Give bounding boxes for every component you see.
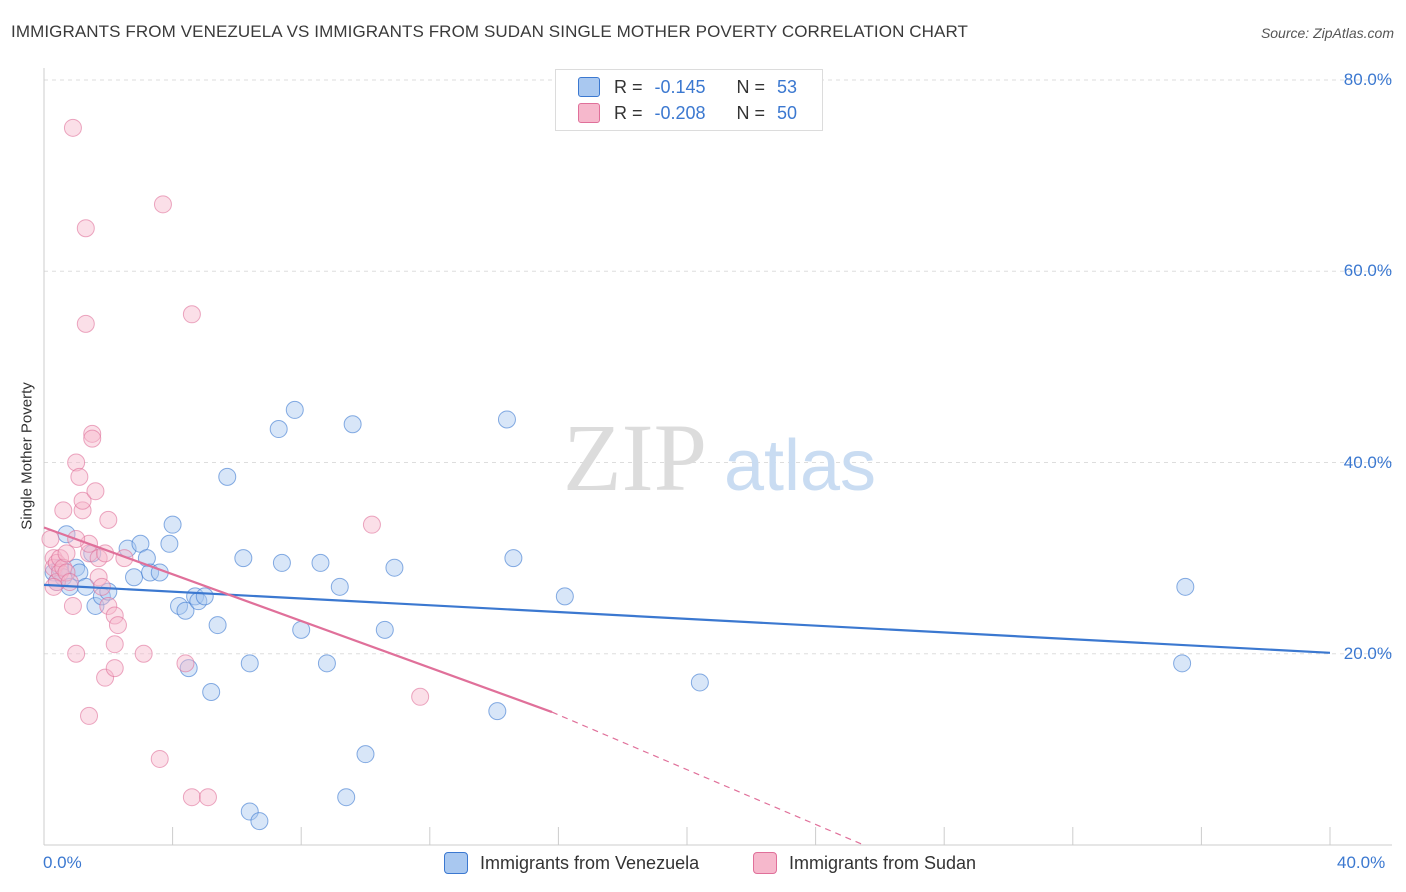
venezuela-point (556, 588, 573, 605)
sudan-point (64, 597, 81, 614)
venezuela-point (505, 550, 522, 567)
sudan-point (100, 511, 117, 528)
legend-row-sudan: R = -0.208 N = 50 (578, 102, 797, 124)
sudan-point (183, 789, 200, 806)
venezuela-point (331, 578, 348, 595)
venezuela-point (203, 684, 220, 701)
series-legend: Immigrants from Venezuela Immigrants fro… (0, 852, 1406, 876)
sudan-point (55, 502, 72, 519)
legend-label-venezuela: Immigrants from Venezuela (480, 853, 699, 874)
venezuela-point (251, 813, 268, 830)
legend-row-venezuela: R = -0.145 N = 53 (578, 76, 797, 98)
sudan-point (177, 655, 194, 672)
sudan-point (135, 645, 152, 662)
sudan-point (84, 430, 101, 447)
venezuela-point (286, 401, 303, 418)
pink-swatch (578, 103, 600, 123)
blue-swatch (444, 852, 468, 874)
n-label: N = (737, 77, 766, 98)
sudan-point (71, 468, 88, 485)
venezuela-point (196, 588, 213, 605)
venezuela-point (691, 674, 708, 691)
sudan-point (109, 617, 126, 634)
y-tick-label: 40.0% (1344, 453, 1392, 473)
venezuela-point (318, 655, 335, 672)
venezuela-point (241, 655, 258, 672)
scatter-plot: ZIP atlas (0, 0, 1406, 892)
venezuela-point (489, 703, 506, 720)
r-value: -0.145 (655, 77, 731, 98)
sudan-point (77, 315, 94, 332)
legend-label-sudan: Immigrants from Sudan (789, 853, 976, 874)
venezuela-point (357, 746, 374, 763)
sudan-point (183, 306, 200, 323)
venezuela-point (161, 535, 178, 552)
venezuela-point (1177, 578, 1194, 595)
sudan-point (106, 660, 123, 677)
sudan-point (363, 516, 380, 533)
venezuela-point (344, 416, 361, 433)
r-value: -0.208 (655, 103, 731, 124)
pink-swatch (753, 852, 777, 874)
sudan-point (106, 636, 123, 653)
venezuela-point (273, 554, 290, 571)
legend-item-venezuela: Immigrants from Venezuela (444, 852, 699, 874)
sudan-point (199, 789, 216, 806)
watermark-zip: ZIP (563, 404, 707, 511)
watermark-atlas: atlas (724, 426, 876, 506)
y-tick-label: 80.0% (1344, 70, 1392, 90)
sudan-point (64, 119, 81, 136)
r-label: R = (614, 77, 643, 98)
venezuela-point (270, 421, 287, 438)
blue-swatch (578, 77, 600, 97)
venezuela-point (209, 617, 226, 634)
venezuela-point (498, 411, 515, 428)
venezuela-point (386, 559, 403, 576)
sudan-point (412, 688, 429, 705)
venezuela-point (219, 468, 236, 485)
venezuela-point (235, 550, 252, 567)
legend-item-sudan: Immigrants from Sudan (753, 852, 976, 874)
sudan-point (77, 220, 94, 237)
venezuela-point (312, 554, 329, 571)
sudan-point (58, 545, 75, 562)
sudan-point (61, 574, 78, 591)
venezuela-point (376, 621, 393, 638)
sudan-trend-extension (552, 712, 864, 845)
sudan-point (87, 483, 104, 500)
venezuela-trend-line (44, 585, 1330, 653)
venezuela-point (338, 789, 355, 806)
n-value: 53 (777, 77, 797, 98)
sudan-point (68, 645, 85, 662)
axes (44, 68, 1392, 845)
r-label: R = (614, 103, 643, 124)
venezuela-point (126, 569, 143, 586)
sudan-point (81, 707, 98, 724)
n-value: 50 (777, 103, 797, 124)
venezuela-point (1174, 655, 1191, 672)
venezuela-point (164, 516, 181, 533)
gridlines (44, 80, 1392, 654)
sudan-point (151, 750, 168, 767)
correlation-legend: R = -0.145 N = 53 R = -0.208 N = 50 (555, 69, 823, 131)
trend-lines (44, 528, 1330, 845)
y-tick-label: 20.0% (1344, 644, 1392, 664)
y-tick-label: 60.0% (1344, 261, 1392, 281)
sudan-point (154, 196, 171, 213)
n-label: N = (737, 103, 766, 124)
